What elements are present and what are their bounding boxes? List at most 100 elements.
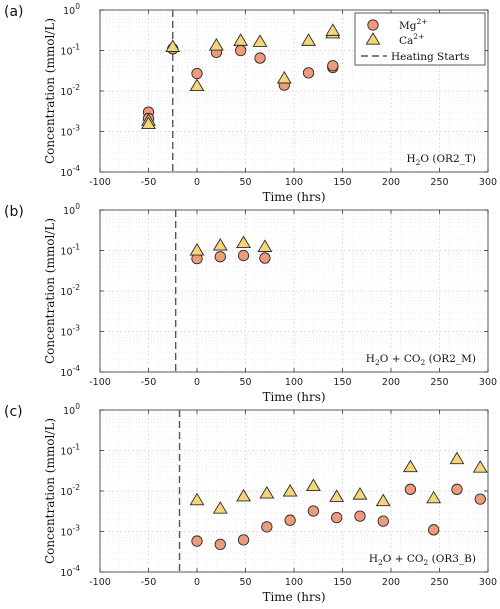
mg-point — [428, 524, 440, 536]
mg-point — [237, 249, 250, 262]
ca-point — [208, 38, 224, 51]
mg-series — [191, 483, 486, 551]
panel-c: -100 -50 0 50 100 150 200 250 300 100 10-1 10-2 10-3… — [4, 402, 497, 604]
x-tick-label: 100 — [285, 177, 303, 188]
x-tick-label: 150 — [333, 377, 351, 388]
ca-point — [236, 488, 252, 502]
mg-series — [191, 249, 271, 265]
ca-series — [141, 23, 341, 130]
y-tick-label: 10-2 — [60, 483, 80, 498]
panel-label: (b) — [4, 204, 24, 220]
y-tick-label: 10-1 — [60, 43, 80, 58]
mg-point — [261, 521, 273, 533]
x-tick-label: 0 — [194, 377, 200, 388]
y-tick-label: 10-4 — [60, 164, 80, 179]
ca-point — [276, 70, 292, 84]
ca-point — [252, 34, 268, 47]
panel-label: (c) — [4, 404, 23, 420]
mg-point — [327, 60, 339, 72]
x-tick-label: 300 — [479, 377, 497, 388]
mg-point — [331, 511, 343, 524]
panel-b: -100 -50 0 50 100 150 200 250 300 100 10-1 10-2 10-3… — [4, 202, 497, 404]
ca-point — [301, 33, 316, 46]
ca-point — [282, 484, 298, 497]
y-tick-label: 100 — [63, 402, 80, 417]
y-tick-label: 10-1 — [60, 443, 80, 458]
x-tick-label: 200 — [382, 377, 400, 388]
ca-point — [212, 501, 228, 514]
legend-ca-marker — [365, 32, 381, 45]
x-axis-label: Time (hrs) — [262, 590, 325, 604]
mg-point — [307, 505, 320, 517]
x-tick-label: -100 — [89, 577, 111, 588]
y-tick-label: 10-4 — [60, 364, 80, 379]
mg-point — [234, 44, 247, 57]
x-tick-label: 0 — [194, 577, 200, 588]
x-axis-label: Time (hrs) — [262, 390, 325, 404]
mg-point — [214, 538, 226, 551]
x-tick-label: 300 — [479, 577, 497, 588]
mg-point — [377, 515, 389, 527]
x-tick-label: 0 — [194, 177, 200, 188]
ca-point — [141, 116, 156, 130]
ca-point — [472, 460, 488, 473]
y-axis-label: Concentration (mmol/L) — [43, 418, 57, 564]
y-axis-label: Concentration (mmol/L) — [43, 218, 57, 364]
y-tick-label: 10-3 — [60, 124, 80, 139]
y-tick-label: 10-3 — [60, 524, 80, 539]
ca-series — [189, 235, 273, 256]
legend: Mg2+Ca2+ Heating Starts — [354, 12, 486, 66]
ca-point — [329, 489, 345, 502]
panel-annotation: H2O + CO2 (OR2_M) — [366, 353, 476, 367]
x-tick-label: 200 — [382, 177, 400, 188]
ca-series — [189, 451, 488, 514]
y-tick-label: 10-3 — [60, 324, 80, 339]
x-tick-label: -100 — [89, 177, 111, 188]
x-tick-label: 300 — [479, 177, 497, 188]
mg-point — [259, 252, 271, 264]
ca-point — [449, 451, 465, 465]
mg-point — [214, 251, 226, 263]
x-tick-label: 50 — [239, 177, 251, 188]
mg-point — [254, 52, 266, 64]
ca-point — [375, 493, 391, 507]
mg-point — [451, 483, 463, 495]
x-tick-label: 100 — [285, 577, 303, 588]
ca-point — [426, 490, 442, 504]
x-tick-label: 100 — [285, 377, 303, 388]
x-tick-label: 250 — [430, 577, 448, 588]
mg-point — [191, 535, 203, 547]
y-tick-label: 10-4 — [60, 564, 80, 579]
ca-point — [325, 23, 341, 36]
panel-label: (a) — [4, 4, 24, 20]
ca-point — [189, 242, 205, 256]
y-tick-label: 100 — [63, 202, 80, 217]
mg-point — [354, 510, 366, 522]
legend-mg-marker — [367, 19, 379, 31]
legend-ca-label: Ca2+ — [399, 32, 424, 47]
x-tick-label: 50 — [239, 377, 251, 388]
y-axis-label: Concentration (mmol/L) — [43, 18, 57, 164]
ca-point — [305, 478, 321, 492]
x-tick-label: 50 — [239, 577, 251, 588]
legend-heating-label: Heating Starts — [391, 51, 469, 63]
y-tick-label: 100 — [63, 2, 80, 17]
ca-point — [259, 485, 275, 499]
x-tick-label: -50 — [141, 177, 157, 188]
mg-point — [284, 514, 296, 526]
x-axis-label: Time (hrs) — [262, 190, 325, 204]
y-tick-label: 10-2 — [60, 83, 80, 98]
legend-mg-label: Mg2+ — [399, 17, 428, 32]
x-tick-label: 250 — [430, 177, 448, 188]
ca-point — [212, 238, 228, 251]
mg-point — [237, 534, 250, 546]
ca-point — [189, 492, 205, 506]
x-tick-label: -50 — [141, 577, 157, 588]
ca-point — [402, 459, 418, 473]
ca-point — [233, 33, 249, 46]
x-tick-label: -50 — [141, 377, 157, 388]
mg-point — [191, 67, 203, 80]
x-tick-label: 150 — [333, 577, 351, 588]
x-tick-label: 150 — [333, 177, 351, 188]
